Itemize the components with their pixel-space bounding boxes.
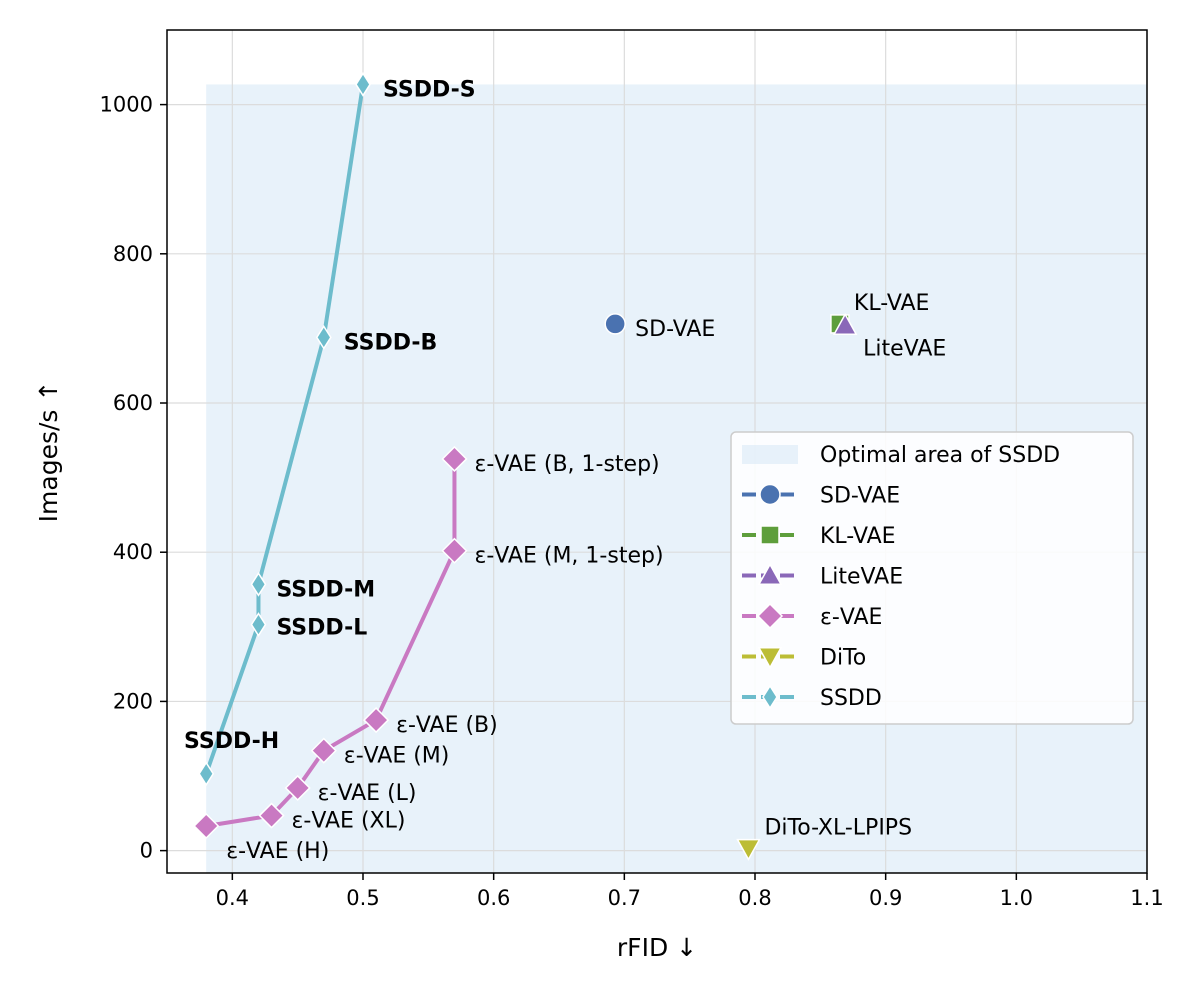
vae-point	[258, 802, 285, 829]
legend-marker-ssdd	[762, 684, 778, 710]
vae-point	[284, 774, 311, 802]
vae-point	[441, 537, 468, 564]
x-tick-label: 1.1	[1130, 886, 1163, 910]
plot-frame	[166, 29, 1148, 874]
legend-label: SD-VAE	[820, 484, 900, 509]
sdvae-point	[604, 313, 626, 335]
point-label: ε-VAE (B)	[396, 713, 498, 738]
point-label: SSDD-M	[276, 577, 375, 602]
legend-marker-sdvae	[759, 483, 781, 506]
series-markers-layer	[193, 72, 858, 861]
ssdd-point	[355, 72, 371, 97]
legend-box	[730, 431, 1134, 725]
x-tick-label: 0.9	[869, 886, 902, 910]
x-axis-title: rFID ↓	[617, 933, 697, 962]
y-tick-label: 200	[113, 689, 153, 713]
y-tick-label: 600	[113, 391, 153, 415]
x-tick-label: 0.8	[738, 886, 771, 910]
legend-marker-klvae	[760, 525, 780, 545]
point-label: SSDD-S	[383, 77, 476, 102]
point-label: ε-VAE (H)	[226, 839, 329, 864]
y-tick-label: 0	[140, 839, 153, 863]
point-label: SD-VAE	[635, 317, 715, 342]
point-label: SSDD-H	[184, 729, 279, 754]
ssdd-point	[198, 761, 215, 787]
legend-label: SSDD	[820, 686, 882, 711]
legend-marker-litevae	[757, 562, 783, 586]
point-label: SSDD-L	[276, 616, 367, 641]
y-axis-title: Images/s ↑	[34, 381, 63, 523]
ssdd-point	[250, 612, 267, 637]
y-tick-label: 800	[113, 242, 153, 266]
point-label: SSDD-B	[344, 330, 438, 355]
legend-label: DiTo	[820, 646, 866, 671]
point-label: ε-VAE (M, 1-step)	[474, 544, 663, 569]
legend-swatch-optimal-area	[742, 445, 798, 464]
point-labels-layer: SD-VAE KL-VAE LiteVAE ε-VAE (H) ε-VAE (XL) ε-…	[184, 77, 946, 864]
ssdd-point	[315, 324, 332, 350]
x-tick-label: 0.6	[477, 886, 510, 910]
point-label: DiTo-XL-LPIPS	[764, 815, 912, 840]
legend-label: ε-VAE	[820, 605, 882, 630]
point-label: ε-VAE (B, 1-step)	[474, 452, 659, 477]
litevae-point	[832, 312, 858, 335]
y-tick-label: 400	[113, 540, 153, 564]
x-tick-label: 0.5	[346, 886, 379, 910]
ssdd-point	[250, 571, 267, 597]
y-tick-label: 1000	[100, 93, 153, 117]
legend-label: LiteVAE	[820, 565, 903, 590]
point-label: KL-VAE	[854, 291, 930, 316]
point-label: ε-VAE (XL)	[292, 809, 406, 834]
point-label: ε-VAE (L)	[318, 781, 417, 806]
x-tick-label: 1.0	[1000, 886, 1033, 910]
vae-point	[193, 812, 220, 840]
ticks-layer: 0.4 0.5 0.6 0.7 0.8 0.9 1.0 1.1 0 200 400 600 800 100…	[100, 93, 1164, 910]
legend-label: Optimal area of SSDD	[820, 443, 1060, 468]
legend: Optimal area of SSDD SD-VAE KL-VAE LiteVAE ε…	[730, 431, 1134, 725]
legend-marker-vae	[756, 602, 784, 630]
vae-point	[441, 445, 468, 473]
legend-label: KL-VAE	[820, 524, 896, 549]
x-tick-label: 0.7	[608, 886, 641, 910]
point-label: LiteVAE	[863, 336, 946, 361]
vae-point	[310, 737, 337, 764]
x-tick-label: 0.4	[216, 886, 249, 910]
dito-point	[736, 838, 761, 861]
point-label: ε-VAE (M)	[344, 744, 450, 769]
vae-point	[363, 707, 390, 734]
legend-marker-dito	[757, 646, 783, 670]
